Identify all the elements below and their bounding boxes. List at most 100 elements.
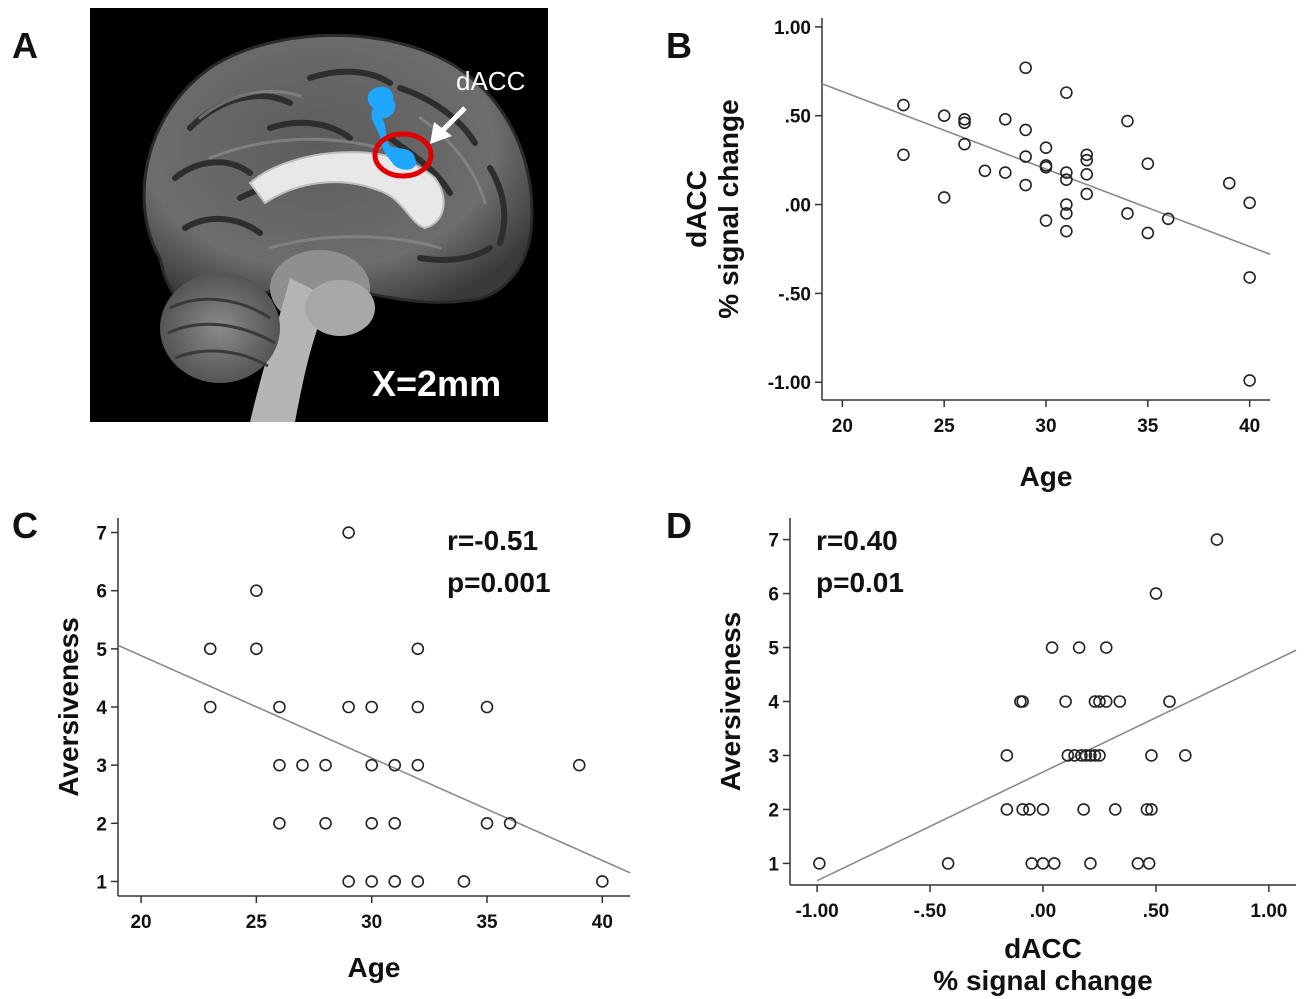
x-tick-label: 30 <box>1035 416 1056 437</box>
x-tick-label: -1.00 <box>795 901 838 922</box>
y-tick-label: 2 <box>768 800 779 821</box>
data-point <box>1084 857 1097 870</box>
data-point <box>342 875 355 888</box>
y-tick-label: 4 <box>96 698 107 719</box>
regression-line <box>816 649 1297 882</box>
plot-b-dacc-vs-age: -1.00 -.50 .00 .50 1.00 20 25 30 35 40 Age dACC% si… <box>681 18 1271 492</box>
data-point <box>998 112 1012 126</box>
stat-p-c: p=0.001 <box>447 567 551 598</box>
data-point <box>1045 641 1059 654</box>
data-point <box>1039 141 1053 155</box>
x-tick-label: 25 <box>246 912 268 933</box>
data-point <box>1036 803 1050 816</box>
x-tick-label: 20 <box>130 912 151 933</box>
data-point <box>1131 857 1145 870</box>
data-point <box>1179 749 1192 762</box>
corpus-callosum <box>248 151 445 230</box>
data-point <box>457 875 471 888</box>
data-point <box>1023 803 1036 816</box>
data-point <box>1088 749 1102 762</box>
data-point <box>319 817 332 830</box>
data-point <box>273 817 286 830</box>
data-point <box>897 148 910 162</box>
data-point <box>480 817 494 830</box>
y-tick-label: 6 <box>96 582 107 603</box>
panel-letter-a: A <box>12 25 38 66</box>
data-point <box>388 875 402 888</box>
data-point <box>1080 153 1094 167</box>
y-axis-label: % signal change <box>713 99 744 318</box>
data-point <box>411 700 425 714</box>
data-point <box>1141 157 1155 170</box>
y-tick-label: 7 <box>768 531 779 552</box>
data-point <box>897 98 910 112</box>
data-point <box>1039 214 1053 227</box>
x-tick-label: 1.00 <box>1250 901 1287 922</box>
dacc-label: dACC <box>456 66 525 96</box>
stat-r-d: r=0.40 <box>816 525 898 556</box>
y-tick-label: 6 <box>768 585 779 606</box>
y-tick-label: 5 <box>96 640 107 661</box>
panel-letter-b: B <box>666 25 692 66</box>
y-tick-label: 4 <box>768 693 779 714</box>
x-tick-label: 25 <box>934 416 956 437</box>
data-point <box>1060 86 1073 99</box>
data-point <box>250 642 263 656</box>
data-point <box>1059 695 1072 708</box>
data-point <box>203 642 217 656</box>
data-point <box>480 700 494 714</box>
x-tick-label: .50 <box>1143 901 1169 922</box>
data-point <box>1099 641 1113 654</box>
data-point <box>365 700 378 714</box>
data-point <box>572 758 586 772</box>
y-tick-label: 1 <box>96 872 107 893</box>
data-point <box>958 116 971 130</box>
data-point <box>1079 749 1093 762</box>
data-point <box>1080 187 1094 201</box>
data-point <box>1047 857 1061 870</box>
y-tick-label: 5 <box>768 639 779 660</box>
data-point <box>342 700 355 714</box>
data-point <box>958 112 971 126</box>
data-point <box>1145 749 1158 762</box>
x-axis-label: dACC <box>1004 933 1082 964</box>
plot-d-aversiveness-vs-dacc: 1 2 3 4 5 6 7 -1.00 -.50 .00 .50 1.00 dACC% signal c… <box>715 518 1297 996</box>
data-point <box>1060 224 1073 238</box>
data-point <box>1161 212 1175 226</box>
data-point <box>319 758 332 772</box>
data-point <box>411 642 425 656</box>
data-point <box>958 137 971 151</box>
data-point <box>1019 61 1032 75</box>
data-point <box>1142 857 1156 870</box>
data-point <box>1060 207 1073 220</box>
data-point <box>813 857 826 870</box>
data-point <box>1222 176 1236 190</box>
data-point <box>203 700 217 714</box>
data-point <box>365 875 378 888</box>
y-axis-label: Aversiveness <box>715 612 746 792</box>
data-point <box>1061 749 1075 762</box>
data-point <box>1141 226 1155 240</box>
data-point <box>937 109 951 123</box>
data-point <box>1140 803 1154 816</box>
x-tick-label: .00 <box>1030 901 1056 922</box>
x-tick-label: 20 <box>832 416 853 437</box>
data-point <box>1025 857 1039 870</box>
data-point <box>1000 749 1014 762</box>
data-point <box>1093 749 1106 762</box>
data-point <box>1080 148 1094 162</box>
brain-sagittal-slice: dACC X=2mm <box>142 33 534 422</box>
data-point <box>1084 749 1097 762</box>
data-point <box>1077 803 1090 816</box>
data-point <box>1080 168 1094 181</box>
data-point <box>1210 533 1224 546</box>
arrow-icon <box>430 106 467 144</box>
data-point <box>1039 160 1053 174</box>
data-point <box>1163 695 1176 708</box>
data-point <box>1075 749 1088 762</box>
x-tick-label: 40 <box>592 912 613 933</box>
data-point <box>1000 803 1014 816</box>
data-point <box>411 875 425 888</box>
x-tick-label: 35 <box>1137 416 1159 437</box>
